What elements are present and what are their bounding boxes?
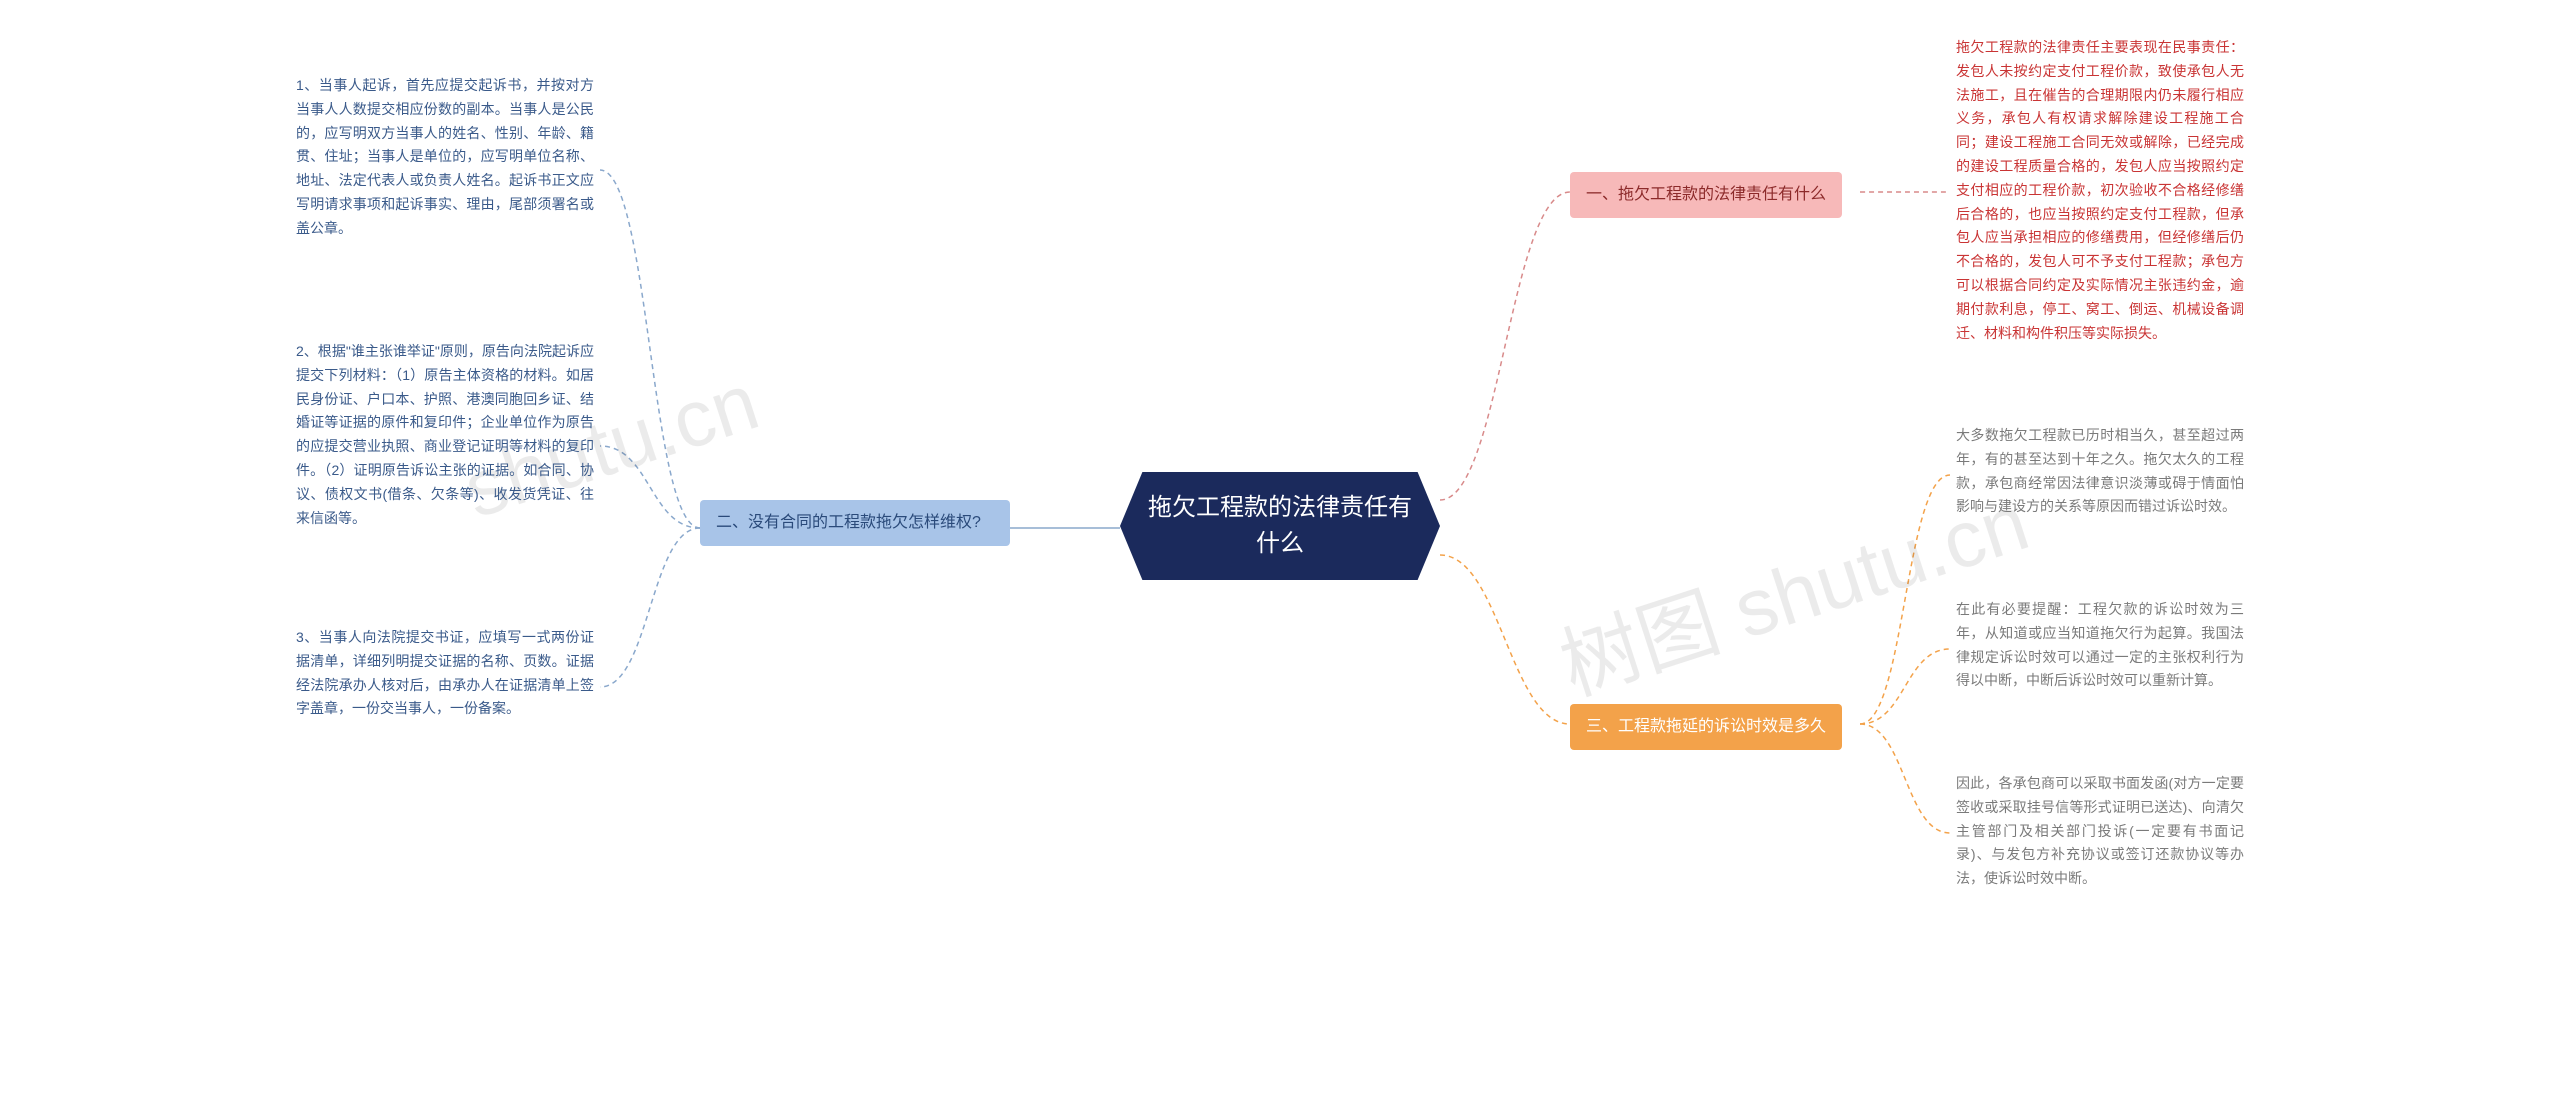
section-3-leaf-3[interactable]: 因此，各承包商可以采取书面发函(对方一定要签收或采取挂号信等形式证明已送达)、向… (1950, 768, 2250, 895)
section-1-leaf-1[interactable]: 拖欠工程款的法律责任主要表现在民事责任：发包人未按约定支付工程价款，致使承包人无… (1950, 32, 2250, 349)
section-2-leaf-2[interactable]: 2、根据"谁主张谁举证"原则，原告向法院起诉应提交下列材料：（1）原告主体资格的… (290, 336, 600, 534)
root-node[interactable]: 拖欠工程款的法律责任有什么 (1120, 472, 1440, 580)
section-3-leaf-1[interactable]: 大多数拖欠工程款已历时相当久，甚至超过两年，有的甚至达到十年之久。拖欠太久的工程… (1950, 420, 2250, 523)
section-3-leaf-2[interactable]: 在此有必要提醒：工程欠款的诉讼时效为三年，从知道或应当知道拖欠行为起算。我国法律… (1950, 594, 2250, 697)
section-2-leaf-3[interactable]: 3、当事人向法院提交书证，应填写一式两份证据清单，详细列明提交证据的名称、页数。… (290, 622, 600, 725)
section-3-node[interactable]: 三、工程款拖延的诉讼时效是多久 (1570, 704, 1842, 750)
section-2-node[interactable]: 二、没有合同的工程款拖欠怎样维权? (700, 500, 1010, 546)
section-2-leaf-1[interactable]: 1、当事人起诉，首先应提交起诉书，并按对方当事人人数提交相应份数的副本。当事人是… (290, 70, 600, 245)
section-1-node[interactable]: 一、拖欠工程款的法律责任有什么 (1570, 172, 1842, 218)
